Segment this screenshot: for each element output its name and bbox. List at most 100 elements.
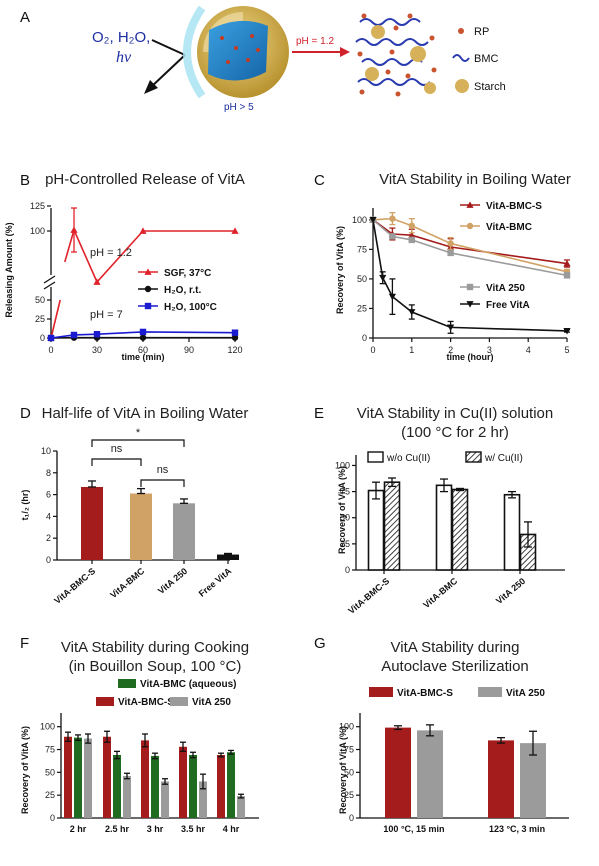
bar-group-vita-bmc bbox=[435, 478, 469, 571]
hv-label: hv bbox=[116, 49, 132, 66]
x-tick-label: 100 °C, 15 min bbox=[383, 824, 444, 834]
y-tick-label: 25 bbox=[35, 314, 45, 324]
y-tick-label: 0 bbox=[50, 813, 55, 823]
legend-swatch bbox=[369, 687, 393, 697]
chart-title: VitA Stability during Cooking bbox=[61, 639, 249, 656]
bar-vita-250 bbox=[84, 738, 92, 818]
legend-label: w/o Cu(II) bbox=[386, 453, 430, 464]
bar-vita-bmc-s bbox=[141, 740, 149, 818]
chart-title: VitA Stability in Boiling Water bbox=[379, 171, 571, 188]
y-tick-label: 75 bbox=[340, 487, 350, 497]
legend-label: Free VitA bbox=[486, 300, 530, 311]
legend-label: SGF, 37°C bbox=[164, 268, 211, 279]
data-point bbox=[408, 222, 415, 229]
schematic-legend: RP BMC Starch bbox=[452, 26, 506, 93]
legend-marker bbox=[144, 268, 152, 275]
legend-marker bbox=[144, 302, 152, 310]
y-tick-label: 10 bbox=[41, 446, 51, 456]
bar-vita-bmc-aqueous bbox=[227, 752, 235, 818]
annotation: pH = 7 bbox=[90, 309, 123, 321]
x-tick-label: 30 bbox=[92, 345, 102, 355]
series-line bbox=[372, 219, 568, 332]
bar-group-4-hr bbox=[217, 749, 245, 818]
y-tick-label: 100 bbox=[335, 460, 350, 470]
y-tick-label: 50 bbox=[344, 767, 354, 777]
bar-group-vita-250 bbox=[503, 490, 537, 571]
bar-group-3-hr bbox=[141, 733, 169, 818]
legend-swatch bbox=[465, 451, 482, 463]
legend-swatch bbox=[118, 679, 136, 688]
data-point bbox=[563, 328, 571, 335]
legend-starch: Starch bbox=[474, 81, 506, 93]
attack-arrow bbox=[144, 39, 186, 94]
data-point bbox=[139, 334, 147, 341]
bar-group-vita-bmc bbox=[130, 487, 152, 560]
legend-item-vita-bmc-s: VitA-BMC-S bbox=[96, 697, 174, 708]
x-tick-label: 2 bbox=[448, 345, 453, 355]
y-tick-label: 4 bbox=[46, 511, 51, 521]
bar-vita-250 bbox=[237, 796, 245, 818]
chart-subtitle: (in Bouillon Soup, 100 °C) bbox=[69, 658, 242, 675]
chart-title: VitA Stability in Cu(II) solution bbox=[357, 405, 553, 422]
series-free-vita bbox=[369, 216, 571, 335]
bar-vita-bmc-s bbox=[217, 755, 225, 818]
y-tick-label: 2 bbox=[46, 533, 51, 543]
legend-marker bbox=[466, 222, 474, 230]
legend-label: H₂O, 100°C bbox=[164, 302, 217, 313]
x-tick-label: VitA-BMC bbox=[421, 576, 459, 611]
legend-item-vita-bmc-aqueous: VitA-BMC (aqueous) bbox=[118, 679, 236, 690]
x-tick-label: VitA 250 bbox=[156, 566, 189, 596]
y-tick-label: 100 bbox=[30, 226, 45, 236]
bar-group-vita-bmc-s bbox=[367, 477, 401, 571]
legend-item-vita-250: VitA 250 bbox=[170, 697, 231, 708]
schematic-panel-a: O₂, H₂O, hv pH > 5 pH = 1.2 bbox=[92, 5, 506, 113]
legend-item-vita-bmc-s: VitA-BMC-S bbox=[460, 201, 542, 212]
legend-swatch bbox=[96, 697, 114, 706]
series-sgf-37-c bbox=[47, 207, 239, 341]
bar-group-2-hr bbox=[64, 731, 92, 818]
y-tick-label: 25 bbox=[340, 539, 350, 549]
panel-label-d: D bbox=[20, 405, 31, 422]
y-tick-label: 75 bbox=[45, 745, 55, 755]
reactants-label: O₂, H₂O, bbox=[92, 29, 150, 46]
x-tick-label: 0 bbox=[370, 345, 375, 355]
x-axis-label: time (hour) bbox=[447, 352, 494, 362]
x-tick-label: 0 bbox=[48, 345, 53, 355]
data-point bbox=[389, 215, 396, 222]
chart-e: VitA Stability in Cu(II) solution (100 °C… bbox=[335, 405, 565, 616]
legend-label: VitA-BMC-S bbox=[397, 688, 453, 699]
bar bbox=[81, 486, 103, 560]
bar-vita-bmc-aqueous bbox=[151, 755, 159, 818]
significance-bracket-1: ns bbox=[91, 443, 142, 466]
y-tick-label: 0 bbox=[362, 333, 367, 343]
chart-title: Half-life of VitA in Boiling Water bbox=[42, 405, 249, 422]
legend-item-sgf-37-c: SGF, 37°C bbox=[138, 268, 211, 279]
y-tick-label: 25 bbox=[357, 303, 367, 313]
x-tick-label: 60 bbox=[138, 345, 148, 355]
significance-label: ns bbox=[111, 443, 123, 455]
bar-vita-bmc-aqueous bbox=[189, 755, 197, 818]
bar-vita-bmc-aqueous bbox=[74, 737, 82, 818]
data-point bbox=[388, 293, 396, 301]
legend-label: VitA 250 bbox=[486, 283, 525, 294]
ph-neutral-label: pH > 5 bbox=[224, 102, 254, 113]
legend-marker bbox=[466, 201, 474, 208]
series-vita-bmc bbox=[369, 212, 571, 276]
legend-marker bbox=[144, 285, 152, 293]
bracket-line bbox=[91, 458, 142, 466]
axis-break-gap bbox=[43, 275, 57, 287]
bar bbox=[217, 554, 239, 560]
x-tick-label: VitA-BMC-S bbox=[346, 576, 391, 616]
data-point bbox=[231, 227, 239, 234]
y-tick-label: 0 bbox=[345, 565, 350, 575]
chart-title: pH-Controlled Release of VitA bbox=[45, 171, 245, 188]
chart-title: VitA Stability during bbox=[391, 639, 520, 656]
y-axis-label: Recovery of VitA (%) bbox=[20, 726, 30, 814]
panel-label-b: B bbox=[20, 172, 30, 189]
legend-item-vita-250: VitA 250 bbox=[460, 283, 525, 294]
x-tick-label: 1 bbox=[409, 345, 414, 355]
data-point bbox=[139, 227, 147, 234]
bar-vita-bmc-aqueous bbox=[113, 755, 121, 818]
legend-item-vita-250: VitA 250 bbox=[478, 687, 545, 699]
x-tick-label: 2.5 hr bbox=[105, 824, 130, 834]
